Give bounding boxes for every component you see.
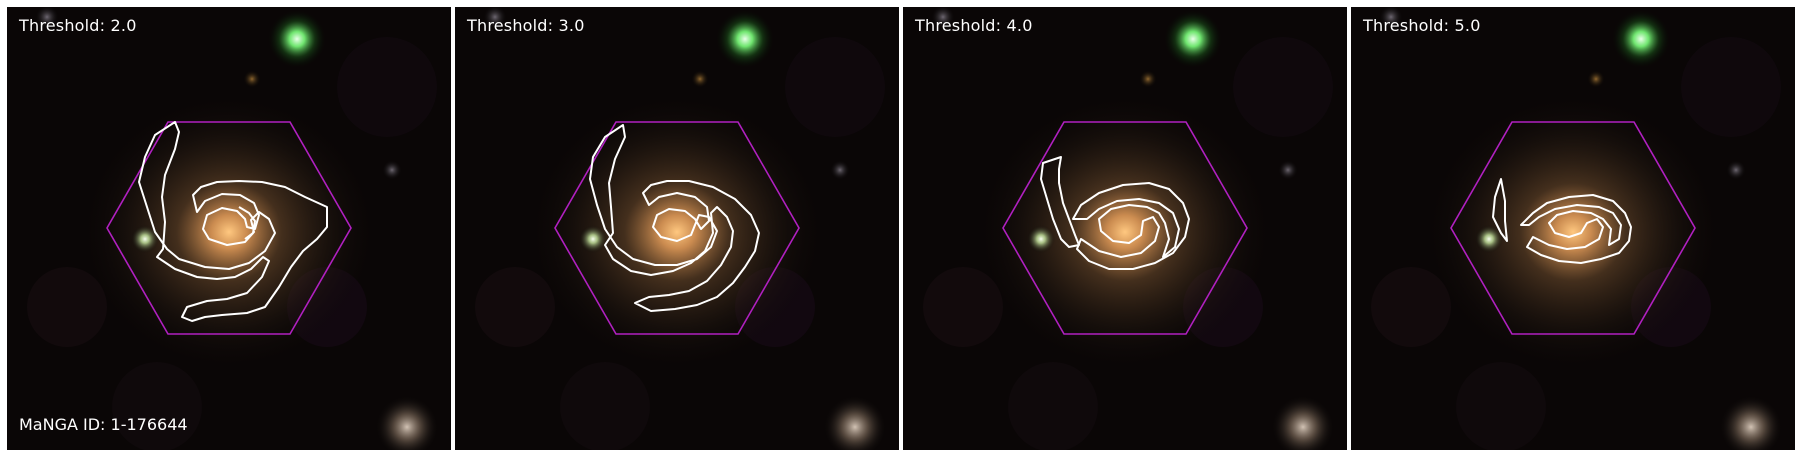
galaxy-panel-threshold-2: Threshold: 2.0 MaNGA ID: 1-176644 (7, 7, 451, 450)
manga-id-label: MaNGA ID: 1-176644 (19, 415, 188, 434)
galaxy-image (903, 7, 1347, 450)
galaxy-image (455, 7, 899, 450)
threshold-label: Threshold: 3.0 (467, 16, 585, 35)
galaxy-panel-threshold-5: Threshold: 5.0 (1351, 7, 1795, 450)
threshold-label: Threshold: 4.0 (915, 16, 1033, 35)
galaxy-image (1351, 7, 1795, 450)
threshold-label: Threshold: 2.0 (19, 16, 137, 35)
spiral-arm-contour (589, 124, 760, 312)
spiral-arm-contour (1492, 178, 1632, 264)
galaxy-panel-threshold-4: Threshold: 4.0 (903, 7, 1347, 450)
galaxy-panel-threshold-3: Threshold: 3.0 (455, 7, 899, 450)
spiral-arm-contour (1040, 156, 1190, 270)
spiral-arm-contour (138, 121, 328, 322)
galaxy-image (7, 7, 451, 450)
threshold-label: Threshold: 5.0 (1363, 16, 1481, 35)
